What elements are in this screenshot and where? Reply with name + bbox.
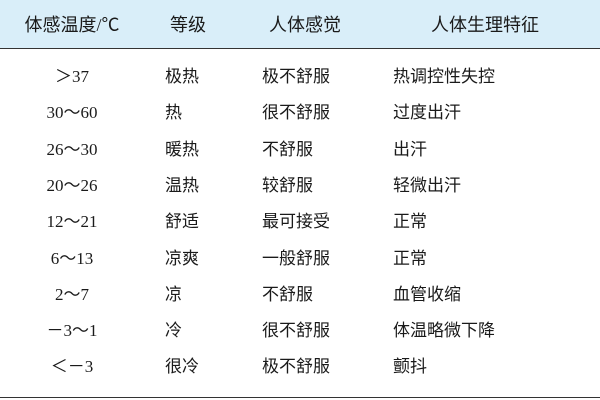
table-cell: 凉 [165,284,182,304]
table-cell: 较舒服 [262,175,313,195]
table-cell: 极热 [165,67,199,86]
table-cell: 体温略微下降 [393,321,495,341]
table-cell: 正常 [393,248,427,268]
table-cell: 最可接受 [262,212,330,232]
header-cell: 人体生理特征 [431,15,539,35]
table-cell: 26～30 [46,139,98,159]
table-cell: 颤抖 [393,357,427,377]
table-cell: 很冷 [165,357,199,377]
table-cell: 很不舒服 [262,321,330,341]
table-cell: 热 [165,103,182,123]
header-cell: 等级 [170,15,206,35]
table-cell: 凉爽 [165,248,199,268]
table-cell: 一般舒服 [262,248,330,268]
header-background [0,0,600,48]
header-cell: 体感温度/℃ [24,15,120,35]
table-cell: 暖热 [165,139,199,159]
table-cell: 12～21 [46,212,98,232]
table-cell: ＞37 [55,67,89,86]
table-cell: 2～7 [55,284,89,304]
header-rule [0,48,600,49]
table-cell: 很不舒服 [262,103,330,123]
table-cell: －3～1 [46,321,98,341]
table-cell: 20～26 [46,175,98,195]
table-cell: 极不舒服 [262,357,330,377]
table-cell: 正常 [393,212,427,232]
table-cell: 不舒服 [262,139,313,159]
table-cell: 温热 [165,175,199,195]
table-cell: 30～60 [46,103,98,123]
table-cell: 血管收缩 [393,284,461,304]
table-cell: 舒适 [165,212,199,232]
table-cell: 热调控性失控 [393,67,495,86]
header-cell: 人体感觉 [269,15,341,35]
table-cell: 极不舒服 [262,67,330,86]
table-cell: ＜－3 [50,357,94,377]
table-cell: 不舒服 [262,284,313,304]
bottom-rule [0,397,600,398]
table-cell: 冷 [165,321,182,341]
table-cell: 出汗 [393,139,427,159]
table-cell: 过度出汗 [393,103,461,123]
table-cell: 6～13 [50,248,94,268]
table-cell: 轻微出汗 [393,175,461,195]
